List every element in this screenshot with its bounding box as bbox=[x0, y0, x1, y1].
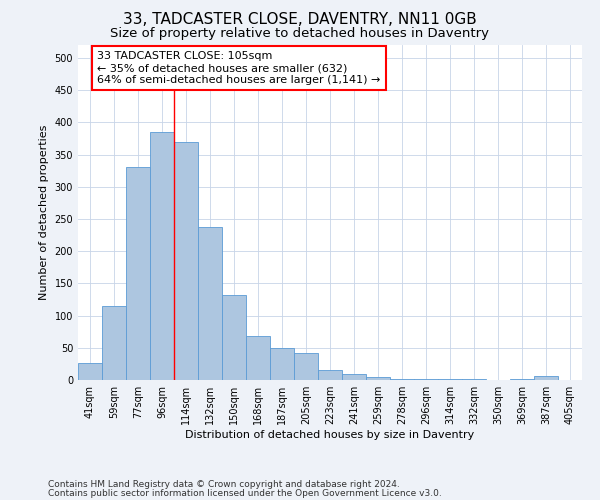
Bar bbox=[342, 374, 366, 380]
Bar bbox=[294, 353, 318, 380]
Bar bbox=[462, 378, 486, 380]
Bar bbox=[126, 168, 150, 380]
Text: 33 TADCASTER CLOSE: 105sqm
← 35% of detached houses are smaller (632)
64% of sem: 33 TADCASTER CLOSE: 105sqm ← 35% of deta… bbox=[97, 52, 380, 84]
Bar bbox=[366, 377, 390, 380]
Bar bbox=[78, 362, 102, 380]
X-axis label: Distribution of detached houses by size in Daventry: Distribution of detached houses by size … bbox=[185, 430, 475, 440]
Bar bbox=[270, 348, 294, 380]
Bar bbox=[246, 336, 270, 380]
Bar bbox=[510, 378, 534, 380]
Bar bbox=[438, 378, 462, 380]
Bar bbox=[150, 132, 174, 380]
Text: Size of property relative to detached houses in Daventry: Size of property relative to detached ho… bbox=[110, 28, 490, 40]
Bar bbox=[318, 370, 342, 380]
Bar bbox=[198, 228, 222, 380]
Text: 33, TADCASTER CLOSE, DAVENTRY, NN11 0GB: 33, TADCASTER CLOSE, DAVENTRY, NN11 0GB bbox=[123, 12, 477, 28]
Bar bbox=[414, 378, 438, 380]
Text: Contains public sector information licensed under the Open Government Licence v3: Contains public sector information licen… bbox=[48, 488, 442, 498]
Text: Contains HM Land Registry data © Crown copyright and database right 2024.: Contains HM Land Registry data © Crown c… bbox=[48, 480, 400, 489]
Bar bbox=[102, 306, 126, 380]
Bar bbox=[222, 295, 246, 380]
Bar bbox=[174, 142, 198, 380]
Bar bbox=[390, 378, 414, 380]
Bar bbox=[534, 376, 558, 380]
Y-axis label: Number of detached properties: Number of detached properties bbox=[39, 125, 49, 300]
